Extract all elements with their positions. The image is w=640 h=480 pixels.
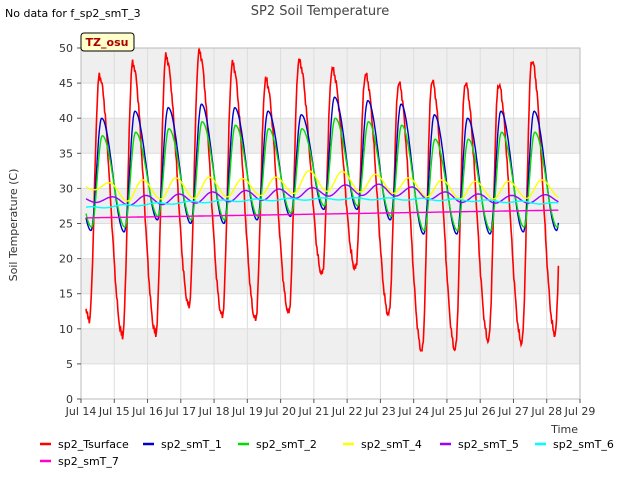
legend: sp2_Tsurface sp2_smT_1 sp2_smT_2 sp2_smT_4 s…	[40, 438, 614, 468]
y-tick-label: 30	[59, 182, 73, 195]
x-tick-label: Jul 19	[231, 405, 263, 418]
x-tick-label: Jul 18	[198, 405, 230, 418]
x-tick-label: Jul 14	[65, 405, 97, 418]
x-tick-label: Jul 15	[98, 405, 130, 418]
y-tick-label: 35	[59, 147, 73, 160]
x-tick-label: Jul 23	[364, 405, 396, 418]
x-tick-label: Jul 24	[397, 405, 429, 418]
legend-label-sp2_smT_6: sp2_smT_6	[553, 438, 614, 451]
y-axis-ticks: 0 5 10 15 20 25 30 35 40 45 50	[59, 42, 81, 406]
legend-label-sp2_smT_7: sp2_smT_7	[58, 455, 119, 468]
y-tick-label: 15	[59, 288, 73, 301]
legend-label-sp2_Tsurface: sp2_Tsurface	[58, 438, 129, 451]
legend-label-sp2_smT_1: sp2_smT_1	[161, 438, 222, 451]
y-tick-label: 5	[66, 358, 73, 371]
chart-title: SP2 Soil Temperature	[251, 4, 389, 19]
x-tick-label: Jul 27	[497, 405, 529, 418]
legend-label-sp2_smT_2: sp2_smT_2	[256, 438, 317, 451]
series-line-sp2_smT_7	[86, 209, 559, 219]
x-tick-label: Jul 26	[464, 405, 496, 418]
y-tick-label: 10	[59, 323, 73, 336]
series-line-sp2_smT_2	[85, 117, 560, 232]
x-tick-label: Jul 21	[297, 405, 329, 418]
x-tick-label: Jul 16	[131, 405, 163, 418]
series-line-sp2_smT_4	[85, 170, 559, 202]
y-axis-label: Soil Temperature (C)	[7, 169, 20, 282]
x-axis-label: Time	[550, 423, 578, 436]
x-tick-label: Jul 20	[264, 405, 296, 418]
x-tick-label: Jul 17	[164, 405, 196, 418]
y-tick-label: 45	[59, 77, 73, 90]
y-tick-label: 20	[59, 253, 73, 266]
y-tick-label: 40	[59, 112, 73, 125]
x-tick-label: Jul 29	[564, 405, 596, 418]
y-tick-label: 50	[59, 42, 73, 55]
y-tick-label: 25	[59, 218, 73, 231]
plot-band	[81, 258, 580, 294]
series-lines	[85, 47, 560, 352]
legend-label-sp2_smT_4: sp2_smT_4	[361, 438, 422, 451]
x-tick-label: Jul 25	[431, 405, 463, 418]
legend-label-sp2_smT_5: sp2_smT_5	[458, 438, 519, 451]
series-line-sp2_Tsurface	[85, 47, 560, 352]
series-line-sp2_smT_6	[85, 197, 559, 209]
tz-badge-label: TZ_osu	[86, 36, 129, 49]
plot-band	[81, 188, 580, 224]
plot-band	[81, 328, 580, 364]
x-tick-label: Jul 28	[530, 405, 562, 418]
x-axis-ticks: Jul 14 Jul 15 Jul 16 Jul 17 Jul 18 Jul 19 Jul …	[65, 399, 596, 418]
tz-badge: TZ_osu	[80, 32, 135, 52]
no-data-note: No data for f_sp2_smT_3	[5, 7, 141, 20]
x-tick-label: Jul 22	[331, 405, 363, 418]
y-tick-label: 0	[66, 393, 73, 406]
